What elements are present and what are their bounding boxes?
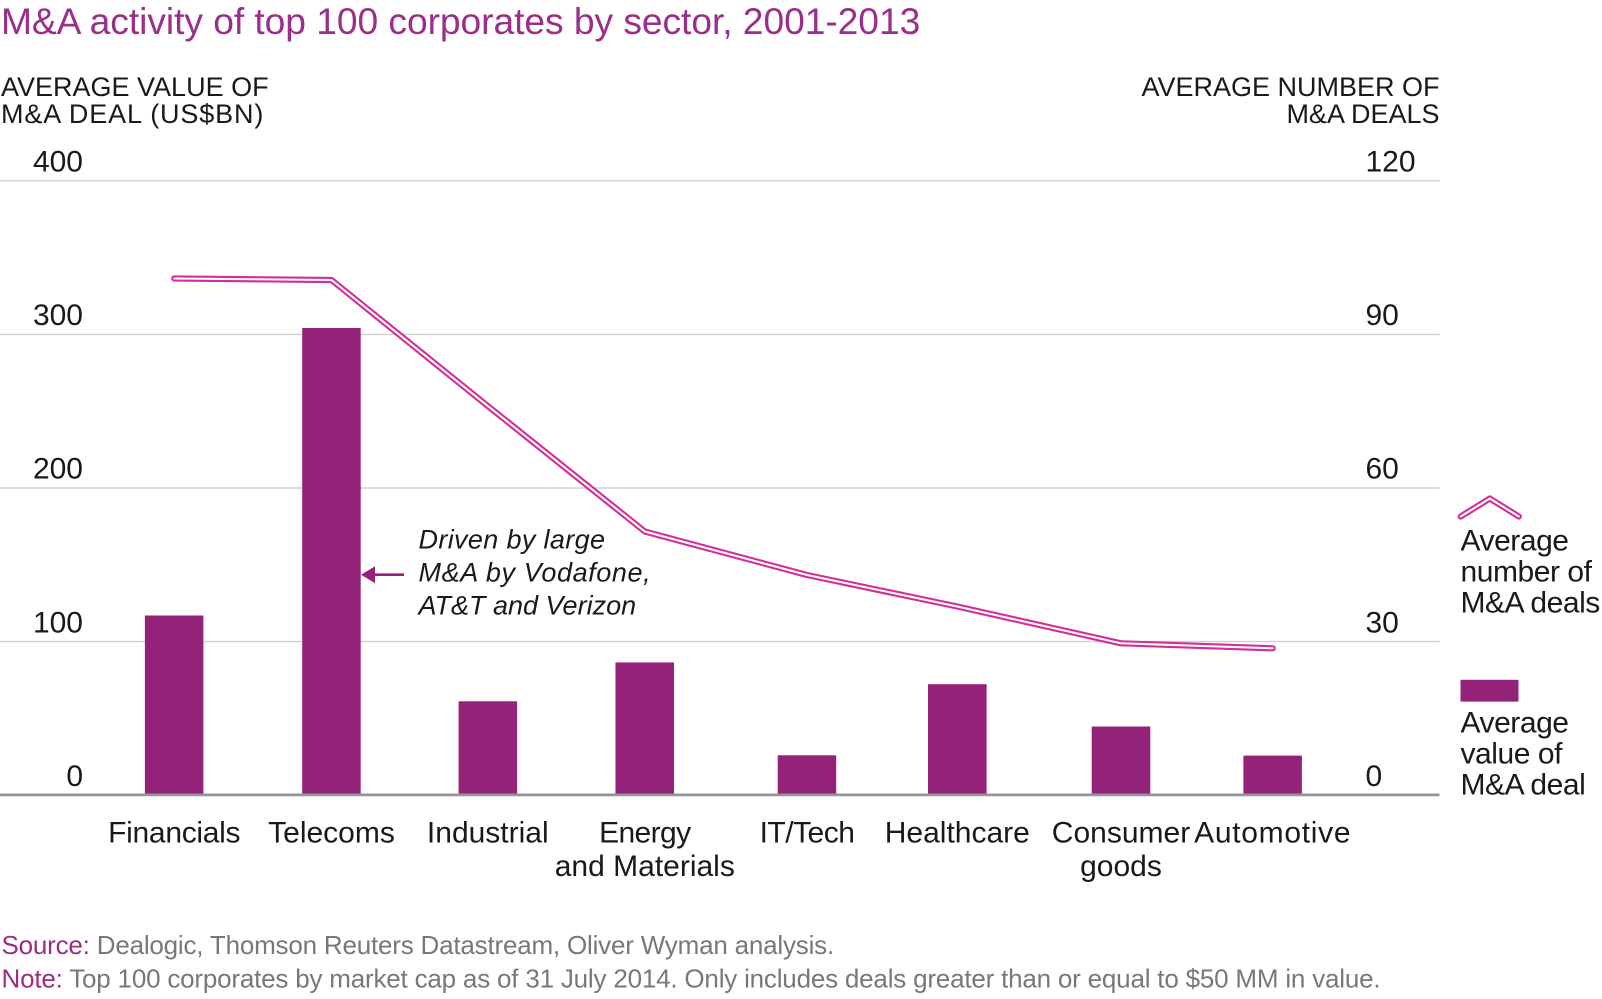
svg-text:Healthcare: Healthcare [885, 817, 1030, 850]
svg-text:IT/Tech: IT/Tech [760, 817, 855, 850]
svg-text:Average: Average [1461, 707, 1569, 740]
svg-text:30: 30 [1366, 606, 1399, 639]
svg-text:Consumer: Consumer [1052, 817, 1190, 850]
svg-text:M&A deal: M&A deal [1461, 769, 1586, 802]
svg-text:M&A DEALS: M&A DEALS [1286, 99, 1439, 129]
svg-text:Energy: Energy [599, 817, 691, 850]
svg-text:value of: value of [1461, 738, 1564, 771]
svg-text:AVERAGE NUMBER OF: AVERAGE NUMBER OF [1141, 72, 1439, 102]
svg-text:Industrial: Industrial [427, 817, 549, 850]
svg-text:Telecoms: Telecoms [268, 817, 395, 850]
svg-text:and Materials: and Materials [555, 850, 735, 883]
svg-text:goods: goods [1080, 850, 1162, 883]
svg-text:M&A deals: M&A deals [1461, 587, 1600, 620]
svg-text:300: 300 [33, 299, 83, 332]
svg-text:M&A DEAL (US$BN): M&A DEAL (US$BN) [1, 99, 264, 129]
svg-text:number of: number of [1461, 556, 1593, 589]
svg-text:Average: Average [1461, 525, 1569, 558]
svg-text:200: 200 [33, 453, 83, 486]
svg-text:M&A by Vodafone,: M&A by Vodafone, [419, 558, 652, 588]
svg-text:Financials: Financials [108, 817, 240, 850]
svg-text:100: 100 [33, 606, 83, 639]
svg-text:0: 0 [1366, 760, 1383, 793]
svg-text:60: 60 [1366, 453, 1399, 486]
svg-text:Source: Dealogic, Thomson Reut: Source: Dealogic, Thomson Reuters Datast… [2, 930, 834, 960]
svg-text:M&A activity of top 100 corpor: M&A activity of top 100 corporates by se… [1, 0, 920, 42]
svg-text:Driven by large: Driven by large [419, 525, 606, 555]
svg-text:AT&T and Verizon: AT&T and Verizon [417, 591, 637, 621]
svg-text:Automotive: Automotive [1194, 817, 1351, 850]
svg-text:0: 0 [66, 760, 83, 793]
svg-text:120: 120 [1366, 146, 1416, 179]
svg-text:90: 90 [1366, 299, 1399, 332]
svg-text:AVERAGE VALUE OF: AVERAGE VALUE OF [1, 72, 269, 102]
svg-text:Note: Top 100 corporates by ma: Note: Top 100 corporates by market cap a… [2, 964, 1381, 994]
svg-text:400: 400 [33, 146, 83, 179]
